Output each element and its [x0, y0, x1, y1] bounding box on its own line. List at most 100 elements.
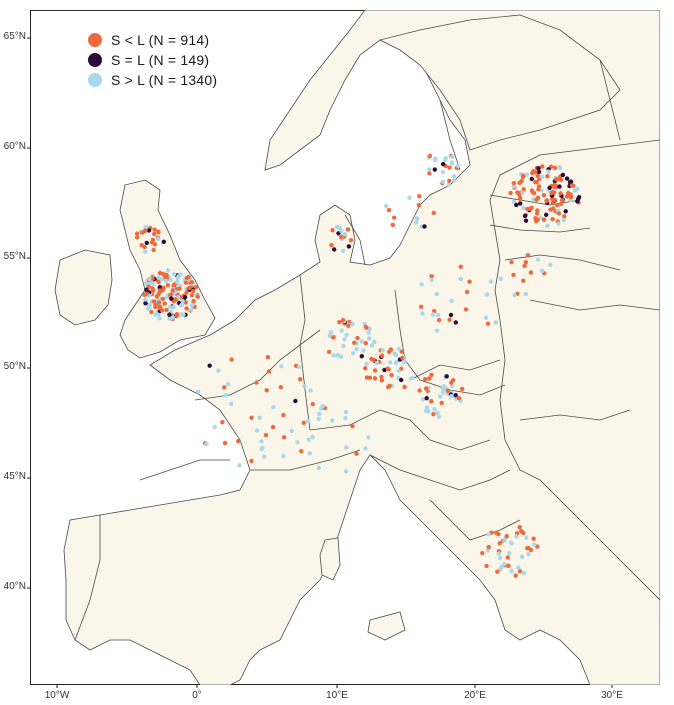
station-point — [513, 573, 518, 578]
station-point — [524, 172, 530, 177]
station-point — [523, 218, 529, 223]
station-point — [281, 412, 286, 418]
station-point — [350, 424, 355, 429]
station-point — [432, 308, 437, 314]
station-point — [558, 191, 563, 196]
station-point — [554, 202, 560, 208]
station-point — [449, 383, 455, 389]
station-point — [165, 268, 171, 273]
station-point — [435, 410, 440, 416]
station-point — [514, 202, 519, 208]
station-point — [379, 353, 385, 358]
station-point — [229, 401, 234, 406]
station-point — [195, 294, 200, 299]
station-point — [399, 349, 404, 354]
station-point — [363, 446, 368, 451]
station-point — [193, 285, 199, 290]
station-point — [436, 414, 442, 419]
station-point — [485, 548, 491, 553]
station-point — [296, 364, 302, 370]
station-point — [488, 279, 494, 284]
station-point — [161, 285, 166, 291]
station-point — [343, 409, 349, 415]
station-point — [164, 307, 169, 313]
station-point — [511, 199, 517, 204]
station-point — [550, 217, 555, 222]
station-point — [305, 418, 310, 424]
station-point — [521, 187, 526, 192]
station-point — [316, 465, 322, 471]
station-point — [266, 369, 272, 374]
station-point — [512, 292, 517, 298]
station-point — [524, 535, 529, 540]
station-point — [380, 348, 385, 353]
station-point — [435, 313, 441, 318]
station-point — [402, 384, 407, 390]
station-point — [460, 386, 465, 392]
station-point — [557, 184, 562, 189]
station-point — [254, 428, 260, 433]
station-point — [320, 403, 325, 409]
station-point — [541, 193, 547, 198]
station-point — [438, 394, 443, 399]
station-point — [379, 374, 384, 380]
station-point — [189, 302, 195, 308]
station-point — [259, 446, 264, 452]
station-point — [407, 195, 412, 200]
station-point — [557, 165, 562, 170]
station-point — [538, 215, 543, 220]
station-point — [400, 355, 405, 361]
station-point — [167, 316, 172, 321]
station-point — [536, 166, 541, 171]
station-point — [344, 445, 349, 450]
station-point — [558, 177, 564, 182]
station-point — [169, 296, 174, 301]
station-point — [429, 277, 434, 283]
sardinia — [319, 537, 341, 581]
station-point — [190, 288, 196, 294]
station-point — [509, 541, 514, 546]
station-point — [254, 380, 259, 385]
station-point — [354, 451, 359, 456]
station-point — [139, 243, 144, 248]
station-point — [151, 299, 157, 304]
station-point — [519, 554, 525, 559]
station-point — [143, 224, 149, 230]
station-point — [298, 377, 303, 382]
station-point — [440, 179, 446, 184]
station-point — [150, 281, 156, 286]
station-point — [184, 290, 189, 295]
station-point — [179, 302, 185, 307]
station-point — [225, 382, 231, 387]
station-point — [498, 276, 503, 281]
station-point — [156, 229, 161, 234]
station-point — [156, 300, 162, 305]
station-point — [326, 349, 332, 355]
station-point — [140, 230, 145, 235]
station-point — [497, 541, 502, 546]
station-point — [146, 228, 152, 233]
station-point — [431, 412, 436, 417]
station-point — [539, 268, 545, 274]
station-point — [464, 289, 470, 295]
station-point — [414, 216, 420, 221]
station-point — [374, 360, 380, 366]
station-point — [530, 170, 535, 176]
station-point — [423, 386, 429, 391]
station-point — [516, 565, 521, 570]
station-point — [531, 197, 536, 202]
lon-label-0: 0° — [192, 690, 202, 701]
station-point — [366, 435, 371, 440]
station-point — [222, 385, 227, 390]
station-point — [346, 323, 351, 328]
station-point — [552, 165, 558, 171]
station-point — [157, 285, 163, 290]
station-point — [541, 217, 547, 222]
legend: S < L (N = 914) S = L (N = 149) S > L (N… — [88, 30, 217, 90]
station-point — [576, 195, 582, 200]
station-point — [263, 432, 269, 438]
station-point — [408, 376, 414, 381]
station-point — [345, 227, 351, 232]
station-point — [523, 260, 528, 265]
lat-label-60: 60°N — [3, 141, 26, 152]
